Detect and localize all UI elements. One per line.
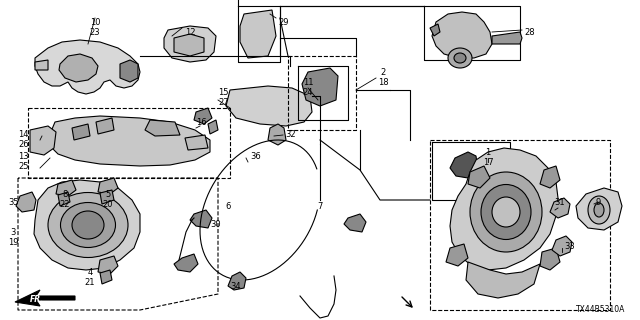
Polygon shape bbox=[446, 244, 468, 266]
Ellipse shape bbox=[588, 196, 610, 224]
Text: 30: 30 bbox=[210, 220, 221, 229]
Text: 32: 32 bbox=[285, 130, 296, 139]
Polygon shape bbox=[430, 24, 440, 36]
Polygon shape bbox=[185, 135, 208, 150]
Polygon shape bbox=[34, 180, 140, 270]
Polygon shape bbox=[492, 32, 522, 44]
Polygon shape bbox=[468, 166, 490, 188]
Polygon shape bbox=[174, 34, 204, 56]
Polygon shape bbox=[190, 210, 212, 228]
Ellipse shape bbox=[481, 185, 531, 239]
Text: 16: 16 bbox=[196, 118, 207, 127]
Text: 5
20: 5 20 bbox=[103, 190, 113, 209]
Text: FR.: FR. bbox=[30, 295, 44, 305]
Ellipse shape bbox=[72, 211, 104, 239]
Polygon shape bbox=[35, 60, 48, 70]
Text: 1
17: 1 17 bbox=[483, 148, 493, 167]
Polygon shape bbox=[120, 60, 138, 82]
Polygon shape bbox=[56, 180, 76, 196]
Text: 8
22: 8 22 bbox=[60, 190, 70, 209]
Text: 14
26: 14 26 bbox=[18, 130, 29, 149]
Polygon shape bbox=[208, 120, 218, 134]
Polygon shape bbox=[552, 236, 572, 256]
Text: TX44B5310A: TX44B5310A bbox=[575, 305, 625, 314]
Text: 29: 29 bbox=[278, 18, 289, 27]
Text: 34: 34 bbox=[230, 282, 241, 291]
Text: 31: 31 bbox=[555, 198, 565, 207]
Polygon shape bbox=[228, 272, 246, 290]
Polygon shape bbox=[50, 116, 210, 166]
Text: 7: 7 bbox=[317, 202, 323, 211]
Polygon shape bbox=[30, 126, 56, 155]
Polygon shape bbox=[174, 254, 198, 272]
Polygon shape bbox=[16, 192, 36, 212]
Text: 36: 36 bbox=[250, 152, 260, 161]
Polygon shape bbox=[550, 198, 570, 218]
Polygon shape bbox=[450, 152, 478, 178]
Text: 12: 12 bbox=[185, 28, 195, 37]
Polygon shape bbox=[164, 26, 216, 62]
Ellipse shape bbox=[48, 193, 128, 258]
Polygon shape bbox=[226, 86, 312, 126]
Ellipse shape bbox=[470, 172, 542, 252]
Text: 9: 9 bbox=[595, 198, 600, 207]
Polygon shape bbox=[145, 120, 180, 136]
Text: 6: 6 bbox=[225, 202, 230, 211]
Polygon shape bbox=[194, 108, 212, 124]
Text: 3
19: 3 19 bbox=[8, 228, 19, 247]
Polygon shape bbox=[576, 188, 622, 230]
Ellipse shape bbox=[594, 203, 604, 217]
Polygon shape bbox=[100, 190, 114, 204]
Polygon shape bbox=[302, 68, 338, 106]
Text: 28: 28 bbox=[524, 28, 534, 37]
Ellipse shape bbox=[454, 53, 466, 63]
Polygon shape bbox=[432, 12, 492, 58]
Polygon shape bbox=[59, 54, 98, 82]
Text: 33: 33 bbox=[564, 242, 575, 251]
Text: 13
25: 13 25 bbox=[18, 152, 29, 172]
Polygon shape bbox=[58, 192, 70, 206]
Polygon shape bbox=[344, 214, 366, 232]
Polygon shape bbox=[540, 248, 560, 270]
Polygon shape bbox=[450, 148, 558, 270]
Text: 15
27: 15 27 bbox=[218, 88, 228, 108]
Polygon shape bbox=[96, 118, 114, 134]
Text: 11
24: 11 24 bbox=[303, 78, 313, 97]
Text: 35: 35 bbox=[8, 198, 19, 207]
Ellipse shape bbox=[448, 48, 472, 68]
Text: 10
23: 10 23 bbox=[90, 18, 100, 37]
Text: 4
21: 4 21 bbox=[84, 268, 95, 287]
Polygon shape bbox=[15, 290, 75, 306]
Polygon shape bbox=[268, 124, 286, 145]
Polygon shape bbox=[98, 178, 118, 194]
Polygon shape bbox=[35, 40, 140, 94]
Ellipse shape bbox=[61, 203, 115, 247]
Text: 2
18: 2 18 bbox=[378, 68, 388, 87]
Polygon shape bbox=[540, 166, 560, 188]
Polygon shape bbox=[72, 124, 90, 140]
Polygon shape bbox=[240, 10, 276, 58]
Polygon shape bbox=[100, 270, 112, 284]
Ellipse shape bbox=[492, 197, 520, 227]
Polygon shape bbox=[98, 256, 118, 274]
Polygon shape bbox=[466, 262, 540, 298]
